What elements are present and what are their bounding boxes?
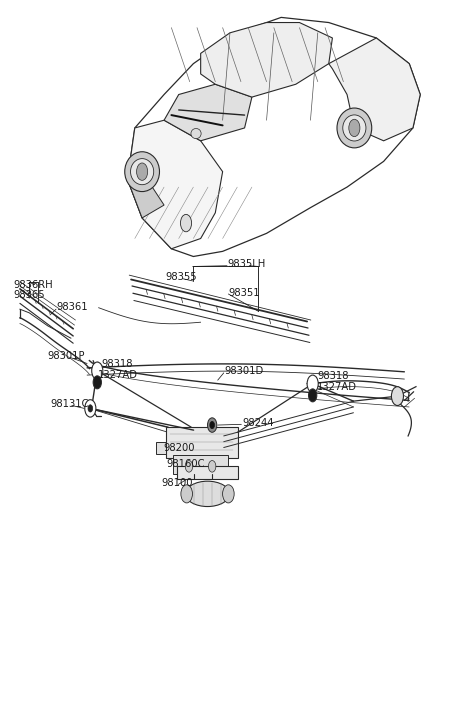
Text: 98301D: 98301D (225, 366, 264, 377)
Text: 98351: 98351 (228, 287, 260, 297)
Circle shape (93, 376, 102, 389)
Text: 98100: 98100 (161, 478, 193, 488)
Circle shape (308, 389, 317, 402)
Text: 1327AD: 1327AD (317, 382, 357, 392)
Polygon shape (128, 17, 420, 257)
Polygon shape (128, 172, 164, 218)
Polygon shape (164, 84, 252, 141)
Text: 98318: 98318 (317, 371, 349, 381)
Text: 98131C: 98131C (50, 399, 89, 409)
Polygon shape (173, 456, 228, 473)
Circle shape (307, 375, 318, 393)
Circle shape (137, 163, 148, 180)
Circle shape (185, 460, 193, 472)
Circle shape (207, 418, 217, 433)
Polygon shape (329, 38, 420, 141)
Ellipse shape (125, 152, 159, 192)
Ellipse shape (337, 108, 372, 148)
Polygon shape (156, 442, 166, 454)
Ellipse shape (191, 129, 201, 139)
Circle shape (88, 405, 93, 412)
Text: 1327AD: 1327AD (98, 370, 138, 380)
Circle shape (180, 214, 192, 232)
Ellipse shape (181, 485, 192, 503)
Circle shape (391, 387, 404, 406)
Circle shape (349, 119, 360, 137)
Text: 9835LH: 9835LH (227, 260, 266, 269)
Circle shape (85, 400, 96, 417)
Ellipse shape (130, 158, 154, 185)
Text: 98244: 98244 (242, 418, 274, 428)
Text: 98301P: 98301P (48, 351, 85, 361)
Text: 98355: 98355 (166, 273, 198, 282)
Text: 98361: 98361 (56, 302, 88, 312)
Ellipse shape (223, 485, 234, 503)
Polygon shape (128, 120, 223, 249)
Ellipse shape (185, 481, 230, 507)
Circle shape (208, 460, 216, 472)
Polygon shape (201, 23, 332, 97)
Ellipse shape (343, 115, 366, 141)
Text: 98318: 98318 (102, 359, 133, 369)
Text: 98200: 98200 (164, 443, 195, 453)
Text: 9836RH: 9836RH (13, 280, 53, 289)
Circle shape (210, 422, 214, 429)
Circle shape (92, 362, 103, 379)
Polygon shape (166, 427, 238, 458)
Text: 98160C: 98160C (166, 459, 205, 469)
Polygon shape (178, 466, 238, 479)
Text: 98365: 98365 (13, 290, 45, 300)
